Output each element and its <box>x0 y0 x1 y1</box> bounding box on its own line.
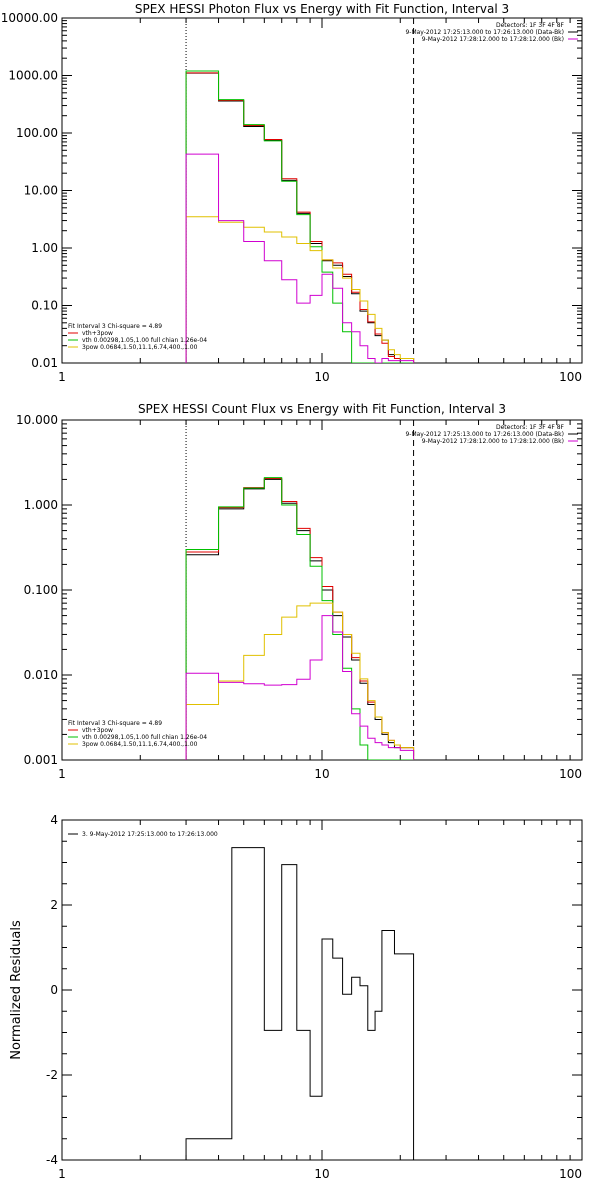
legend-entry: 3pow 0.0684,1.50,11.1,6.74,400.,1.00 <box>82 344 198 351</box>
x-axis: 1 10 100 <box>58 820 583 1181</box>
x-tick-label: 1 <box>58 370 66 384</box>
series-line-3 <box>185 477 415 760</box>
series-line-1 <box>185 72 415 363</box>
legend-entry: Fit Interval 3 Chi-square = 4.89 <box>68 323 162 330</box>
panel-1: SPEX HESSI Photon Flux vs Energy with Fi… <box>1 2 583 384</box>
x-tick-label: 1 <box>58 1167 66 1181</box>
header-line: 9-May-2012 17:25:13.000 to 17:26:13.000 … <box>405 431 564 438</box>
y-tick-label: -2 <box>46 1068 58 1082</box>
y-tick-label: 0.001 <box>24 753 58 767</box>
legend-entry: 3pow 0.0684,1.50,11.1,6.74,400.,1.00 <box>82 741 198 748</box>
y-tick-label: 2 <box>50 898 58 912</box>
legend-entry: vth 0.00298,1.05,1.00 full chian 1.26e-0… <box>82 734 207 741</box>
series-line-4 <box>185 216 415 363</box>
y-tick-label: 10.00 <box>24 184 58 198</box>
series-line-2 <box>185 72 415 363</box>
y-tick-label: 100.00 <box>16 126 58 140</box>
header-line: 9-May-2012 17:28:12.000 to 17:28:12.000 … <box>422 36 564 43</box>
y-tick-label: -4 <box>46 1153 58 1167</box>
y-tick-label: 0.10 <box>31 299 58 313</box>
series-group <box>185 847 415 1160</box>
y-tick-label: 10.000 <box>16 413 58 427</box>
y-axis: 0.001 0.010 0.100 1.000 10.000 <box>16 413 582 767</box>
panel-2: SPEX HESSI Count Flux vs Energy with Fit… <box>16 402 583 781</box>
y-tick-label: 0.010 <box>24 668 58 682</box>
plot-frame <box>61 17 583 364</box>
legend-entry: vth+3pow <box>82 727 113 734</box>
series-line-1 <box>185 847 415 1160</box>
y-tick-label: 0 <box>50 983 58 997</box>
y-axis: 0.01 0.10 1.00 10.00 100.00 1000.00 10000.00 <box>1 11 582 370</box>
y-tick-label: 1.00 <box>31 241 58 255</box>
y-axis-label: Normalized Residuals <box>9 920 24 1060</box>
y-tick-label: 1000.00 <box>8 69 58 83</box>
x-tick-label: 100 <box>559 370 582 384</box>
header-line: Detectors: 1F 3F 4F 8F <box>496 22 565 29</box>
header-line: Detectors: 1F 3F 4F 8F <box>496 424 565 431</box>
series-line-1 <box>185 478 415 760</box>
chart-title: SPEX HESSI Photon Flux vs Energy with Fi… <box>135 2 509 16</box>
series-group <box>185 477 415 760</box>
x-tick-label: 100 <box>559 767 582 781</box>
series-line-5 <box>185 153 415 363</box>
y-tick-label: 1.000 <box>24 498 58 512</box>
legend-entry: Fit Interval 3 Chi-square = 4.89 <box>68 720 162 727</box>
chart-title: SPEX HESSI Count Flux vs Energy with Fit… <box>138 402 506 416</box>
x-tick-label: 100 <box>559 1167 582 1181</box>
panel-3: Normalized Residuals 1 10 100 -4 -2 0 2 4 3. 9-Ma… <box>9 813 583 1181</box>
y-tick-label: 0.01 <box>31 356 58 370</box>
y-tick-label: 0.100 <box>24 583 58 597</box>
x-tick-label: 1 <box>58 767 66 781</box>
header-line: 9-May-2012 17:28:12.000 to 17:28:12.000 … <box>422 438 564 445</box>
x-axis: 1 10 100 <box>58 18 583 384</box>
x-tick-label: 10 <box>314 1167 329 1181</box>
legend-entry: vth 0.00298,1.05,1.00 full chian 1.26e-0… <box>82 337 207 344</box>
y-tick-label: 10000.00 <box>1 11 58 25</box>
header-line: 9-May-2012 17:25:13.000 to 17:26:13.000 … <box>405 29 564 36</box>
y-axis: -4 -2 0 2 4 <box>46 813 582 1167</box>
series-group <box>185 70 415 363</box>
y-tick-label: 4 <box>50 813 58 827</box>
legend-entry: 3. 9-May-2012 17:25:13.000 to 17:26:13.0… <box>82 831 218 838</box>
series-line-3 <box>185 70 415 363</box>
x-tick-label: 10 <box>314 767 329 781</box>
legend-entry: vth+3pow <box>82 330 113 337</box>
x-tick-label: 10 <box>314 370 329 384</box>
series-line-5 <box>185 615 415 760</box>
